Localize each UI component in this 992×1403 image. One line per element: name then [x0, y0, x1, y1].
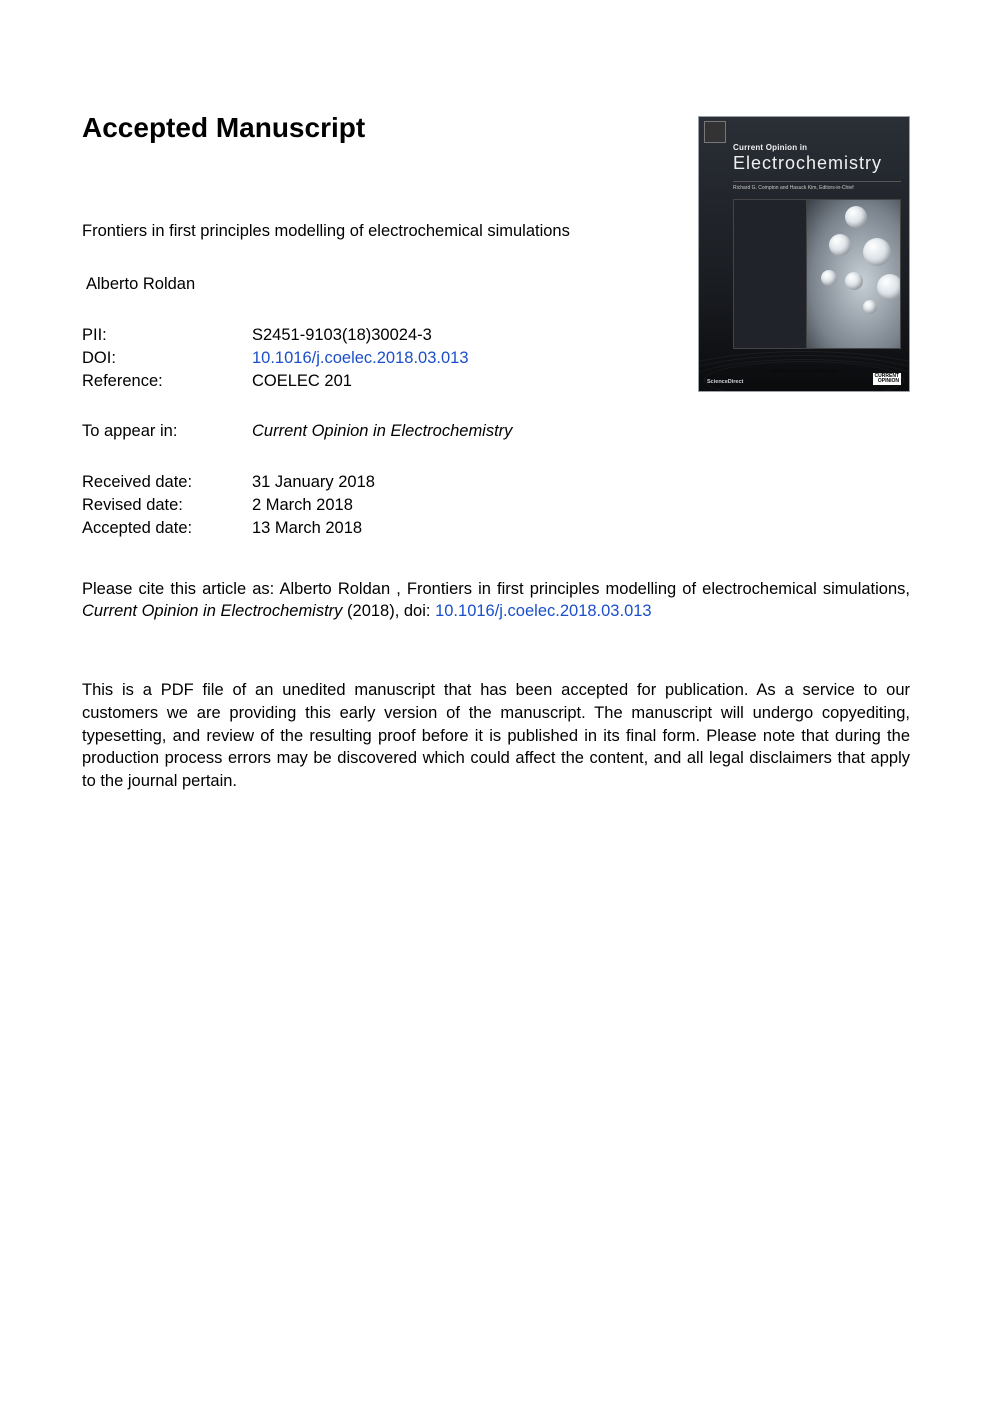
- accepted-label: Accepted date:: [82, 517, 252, 540]
- accepted-value: 13 March 2018: [252, 517, 362, 540]
- received-value: 31 January 2018: [252, 471, 375, 494]
- sciencedirect-label: ScienceDirect: [707, 379, 743, 385]
- reference-label: Reference:: [82, 370, 252, 393]
- doi-link[interactable]: 10.1016/j.coelec.2018.03.013: [252, 347, 469, 370]
- reference-value: COELEC 201: [252, 370, 352, 393]
- elsevier-logo-icon: [704, 121, 726, 143]
- cover-bubble-icon: [845, 272, 863, 290]
- citation-doi-link[interactable]: 10.1016/j.coelec.2018.03.013: [435, 602, 652, 620]
- journal-cover-thumbnail: Current Opinion in Electrochemistry Rich…: [698, 116, 910, 392]
- citation-block: Please cite this article as: Alberto Rol…: [82, 578, 910, 624]
- revised-value: 2 March 2018: [252, 494, 353, 517]
- current-opinion-badge: CURRENT OPINION: [873, 373, 901, 385]
- cover-bubble-icon: [863, 300, 877, 314]
- to-appear-block: To appear in: Current Opinion in Electro…: [82, 422, 910, 441]
- disclaimer-text: This is a PDF file of an unedited manusc…: [82, 679, 910, 793]
- revised-label: Revised date:: [82, 494, 252, 517]
- citation-journal: Current Opinion in Electrochemistry: [82, 602, 342, 620]
- pii-label: PII:: [82, 324, 252, 347]
- cover-editors: Richard G. Compton and Hasuck Kim, Edito…: [733, 185, 901, 191]
- cover-top-bar: [703, 121, 905, 135]
- cover-title-block: Current Opinion in Electrochemistry: [733, 143, 901, 174]
- cover-bubble-icon: [821, 270, 837, 286]
- dates-block: Received date: 31 January 2018 Revised d…: [82, 471, 910, 539]
- cover-bubble-icon: [829, 234, 851, 256]
- cover-title: Electrochemistry: [733, 153, 901, 174]
- cover-bubble-icon: [845, 206, 867, 228]
- received-row: Received date: 31 January 2018: [82, 471, 910, 494]
- cover-pretitle: Current Opinion in: [733, 143, 901, 152]
- cover-bubble-icon: [863, 238, 891, 266]
- pii-value: S2451-9103(18)30024-3: [252, 324, 432, 347]
- accepted-row: Accepted date: 13 March 2018: [82, 517, 910, 540]
- cover-art-left: [734, 200, 807, 348]
- cover-art-right: [807, 200, 900, 348]
- cover-divider: [733, 181, 901, 182]
- received-label: Received date:: [82, 471, 252, 494]
- co-badge-l2: OPINION: [878, 378, 899, 384]
- cover-bubble-icon: [877, 274, 900, 300]
- citation-year: (2018), doi:: [342, 602, 435, 620]
- revised-row: Revised date: 2 March 2018: [82, 494, 910, 517]
- cover-art-panel: [733, 199, 901, 349]
- to-appear-label: To appear in:: [82, 422, 252, 441]
- cover-footer: ScienceDirect CURRENT OPINION: [707, 373, 901, 385]
- doi-label: DOI:: [82, 347, 252, 370]
- cover-available-online: Available online at www.sciencedirect.co…: [699, 369, 909, 373]
- citation-lead: Please cite this article as: Alberto Rol…: [82, 580, 910, 598]
- to-appear-journal: Current Opinion in Electrochemistry: [252, 422, 512, 441]
